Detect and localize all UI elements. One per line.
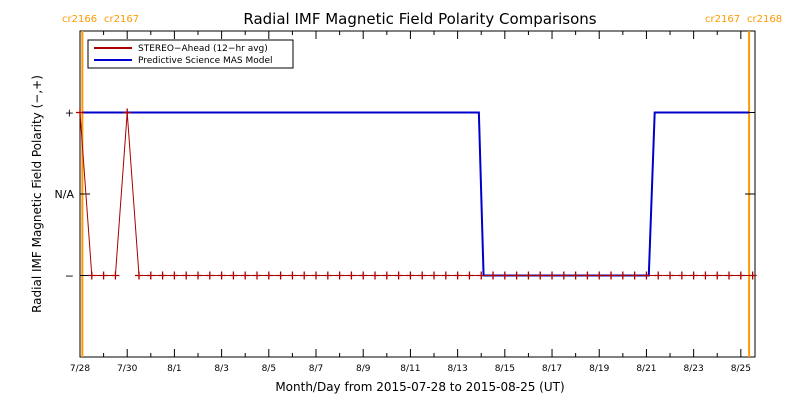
data-point-marker (76, 108, 84, 117)
x-tick-label: 8/23 (684, 364, 704, 374)
data-point-marker (253, 271, 262, 280)
data-point-marker (500, 271, 509, 280)
plot-area: 7/28 7/30 8/1 8/3 8/5 8/7 8/9 8/11 8/13 8/15 8/17 8… (55, 30, 757, 374)
data-point-marker (87, 271, 96, 280)
data-point-marker (713, 271, 722, 280)
x-tick-label: 8/9 (356, 364, 371, 374)
rotation-label-left-b: cr2167 (104, 14, 139, 25)
data-point-marker (182, 271, 191, 280)
data-point-marker (748, 271, 757, 280)
data-point-marker (135, 271, 144, 280)
x-tick-label: 8/13 (448, 364, 468, 374)
data-point-marker (536, 271, 545, 280)
data-point-marker (359, 271, 368, 280)
data-point-marker (630, 271, 639, 280)
data-point-marker (371, 271, 380, 280)
x-tick-label: 8/3 (214, 364, 228, 374)
data-point-marker (725, 271, 734, 280)
data-point-marker (335, 271, 344, 280)
data-point-marker (453, 271, 462, 280)
y-axis-label: Radial IMF Magnetic Field Polarity (−,+) (30, 75, 44, 313)
data-point-marker (406, 271, 415, 280)
data-point-marker (347, 271, 356, 280)
data-point-marker (489, 271, 498, 280)
x-tick-label: 8/17 (542, 364, 562, 374)
data-point-marker (288, 271, 297, 280)
data-point-marker (205, 271, 214, 280)
data-point-marker (512, 271, 521, 280)
rotation-label-right-a: cr2167 (705, 14, 740, 25)
data-point-marker (111, 271, 120, 280)
legend: STEREO−Ahead (12−hr avg) Predictive Scie… (87, 39, 294, 69)
data-point-marker (264, 271, 273, 280)
data-point-marker (276, 271, 285, 280)
data-point-marker (441, 271, 450, 280)
y-tick-label: N/A (55, 188, 75, 201)
x-ticks: 7/28 7/30 8/1 8/3 8/5 8/7 8/9 8/11 8/13 8/15 8/17 8… (70, 31, 751, 374)
x-tick-label: 8/5 (262, 364, 276, 374)
data-point-marker (394, 271, 403, 280)
chart-title: Radial IMF Magnetic Field Polarity Compa… (243, 10, 596, 28)
series-layer (76, 108, 757, 280)
data-point-marker (477, 271, 486, 280)
rotation-label-left-a: cr2166 (62, 14, 97, 25)
data-point-marker (158, 271, 167, 280)
x-tick-label: 8/25 (731, 364, 751, 374)
data-point-marker (689, 271, 698, 280)
data-point-marker (465, 271, 474, 280)
data-point-marker (146, 271, 155, 280)
x-tick-label: 8/19 (589, 364, 609, 374)
data-point-marker (382, 271, 391, 280)
data-point-marker (229, 271, 238, 280)
data-point-marker (571, 271, 580, 280)
data-point-marker (300, 271, 309, 280)
legend-label-stereo: STEREO−Ahead (12−hr avg) (138, 44, 268, 54)
data-point-marker (618, 271, 627, 280)
data-point-marker (418, 271, 427, 280)
data-point-marker (666, 271, 675, 280)
y-tick-label: − (65, 270, 74, 283)
data-point-marker (654, 271, 663, 280)
x-axis-label: Month/Day from 2015-07-28 to 2015-08-25 … (275, 380, 564, 394)
data-point-marker (123, 108, 132, 117)
data-point-marker (559, 271, 568, 280)
legend-box (87, 39, 294, 69)
data-point-marker (736, 271, 745, 280)
data-point-marker (323, 271, 332, 280)
data-point-marker (642, 271, 651, 280)
x-tick-label: 8/21 (636, 364, 656, 374)
data-point-marker (701, 271, 710, 280)
x-tick-label: 7/30 (117, 364, 137, 374)
data-point-marker (607, 271, 616, 280)
data-point-marker (677, 271, 686, 280)
data-point-marker (194, 271, 203, 280)
data-point-marker (430, 271, 439, 280)
rotation-label-right-b: cr2168 (747, 14, 782, 25)
x-tick-label: 8/7 (309, 364, 323, 374)
data-point-marker (312, 271, 321, 280)
data-point-marker (170, 271, 179, 280)
legend-label-mas: Predictive Science MAS Model (138, 56, 273, 66)
x-tick-label: 8/11 (400, 364, 420, 374)
x-tick-label: 8/15 (495, 364, 515, 374)
data-point-marker (99, 271, 108, 280)
data-point-marker (595, 271, 604, 280)
data-point-marker (548, 271, 557, 280)
y-tick-label: + (65, 107, 74, 120)
data-point-marker (583, 271, 592, 280)
data-point-marker (217, 271, 226, 280)
x-tick-label: 7/28 (70, 364, 90, 374)
series-line-0 (79, 112, 753, 276)
x-tick-label: 8/1 (167, 364, 181, 374)
data-point-marker (524, 271, 533, 280)
data-point-marker (241, 271, 250, 280)
